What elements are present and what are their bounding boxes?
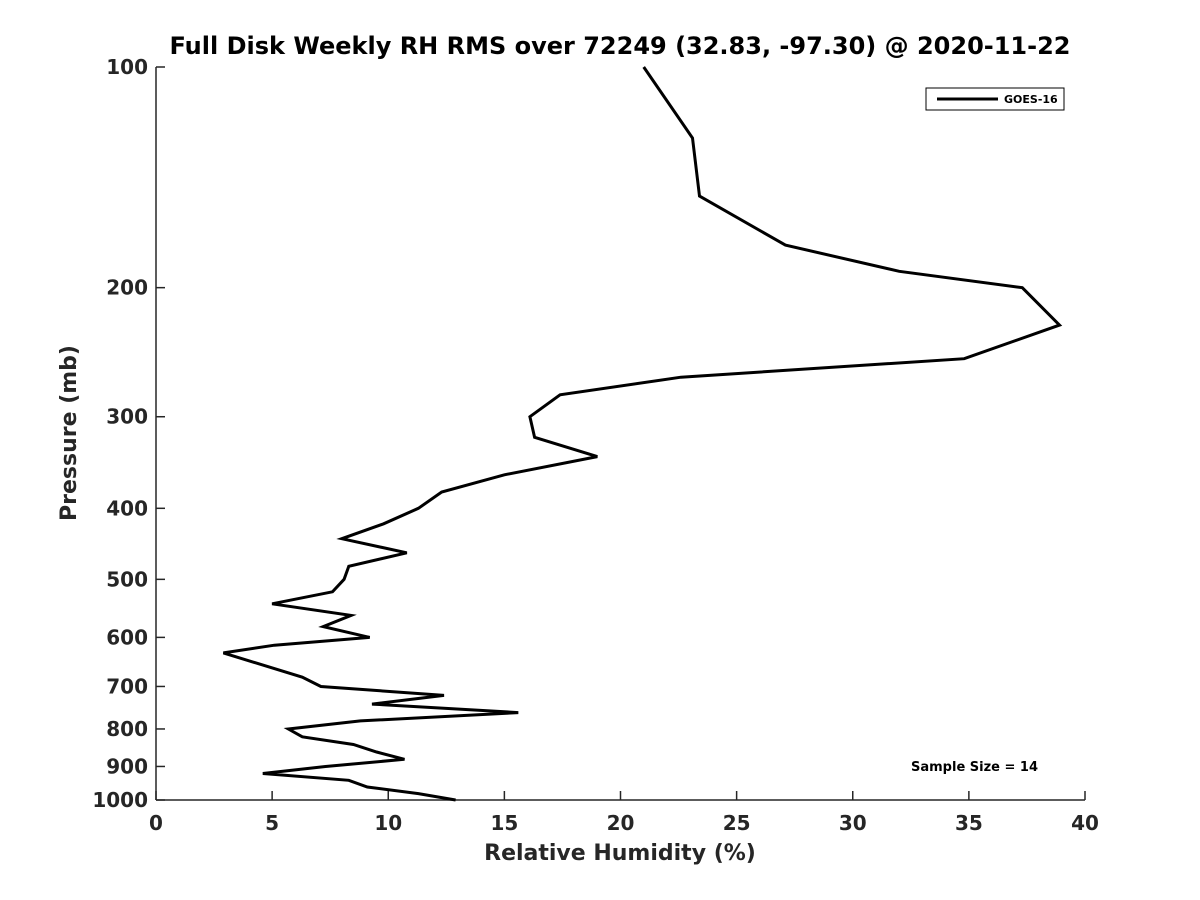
y-axis-label: Pressure (mb) bbox=[57, 345, 82, 521]
x-tick-label: 0 bbox=[149, 811, 163, 835]
chart-title: Full Disk Weekly RH RMS over 72249 (32.8… bbox=[169, 32, 1070, 60]
y-tick-label: 900 bbox=[106, 754, 148, 778]
y-tick-label: 800 bbox=[106, 717, 148, 741]
x-axis-label: Relative Humidity (%) bbox=[484, 841, 756, 866]
legend: GOES-16 bbox=[925, 87, 1065, 111]
y-tick-label: 500 bbox=[106, 567, 148, 591]
x-tick-label: 25 bbox=[723, 811, 751, 835]
legend-label-goes16: GOES-16 bbox=[1004, 93, 1058, 106]
x-tick-label: 35 bbox=[955, 811, 983, 835]
x-tick-label: 10 bbox=[374, 811, 402, 835]
axes: 0 5 10 15 20 25 30 35 40 100 200 300 400 500 600 700 800… bbox=[92, 55, 1099, 835]
y-tick-label: 100 bbox=[106, 55, 148, 79]
x-tick-label: 40 bbox=[1071, 811, 1099, 835]
y-tick-label: 600 bbox=[106, 625, 148, 649]
x-tick-label: 30 bbox=[839, 811, 867, 835]
y-tick-label: 400 bbox=[106, 496, 148, 520]
series-layer bbox=[222, 66, 1063, 802]
y-tick-label: 700 bbox=[106, 674, 148, 698]
series-line-goes16 bbox=[222, 66, 1063, 802]
x-tick-label: 20 bbox=[607, 811, 635, 835]
x-tick-label: 5 bbox=[265, 811, 279, 835]
sample-size-annotation: Sample Size = 14 bbox=[911, 760, 1038, 775]
y-tick-label: 1000 bbox=[92, 788, 148, 812]
y-tick-label: 300 bbox=[106, 405, 148, 429]
x-tick-label: 15 bbox=[490, 811, 518, 835]
y-tick-label: 200 bbox=[106, 276, 148, 300]
